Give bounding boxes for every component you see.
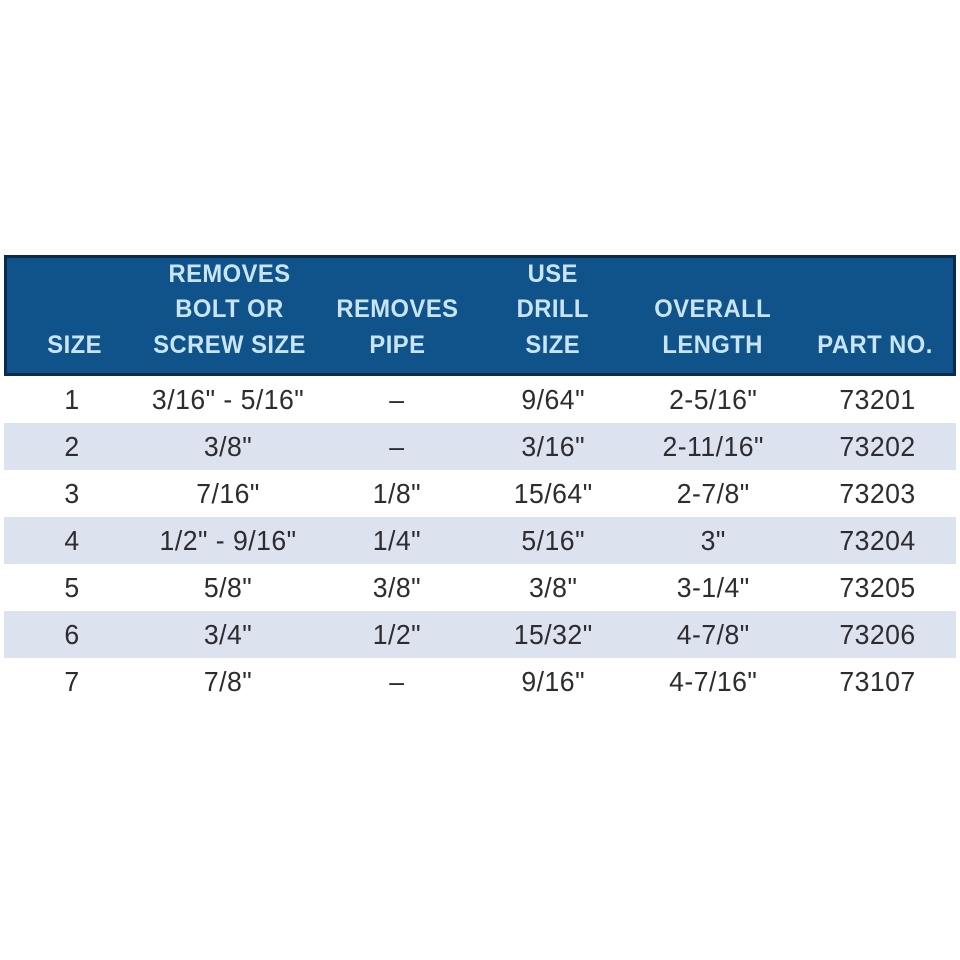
table-row: 5 5/8" 3/8" 3/8" 3-1/4" 73205 [4,564,956,611]
table-cell: 3/16" - 5/16" [152,383,305,415]
table-row: 2 3/8" – 3/16" 2-11/16" 73202 [4,423,956,470]
table-cell: 3/8" [372,571,422,603]
screw-extractor-size-table: SIZE REMOVES BOLT OR SCREW SIZE REMOVES PI… [4,255,956,705]
table-cell: 5 [64,571,80,603]
table-cell: 7/8" [204,665,253,697]
table-cell: 6 [64,618,80,650]
table-cell: 73202 [839,430,916,462]
table-cell: 73205 [839,571,916,603]
table-cell: 5/16" [521,524,586,556]
table-cell: 1/8" [372,477,422,509]
table-cell: 73204 [839,524,916,556]
table-row: 1 3/16" - 5/16" – 9/64" 2-5/16" 73201 [4,376,956,423]
table-cell: – [389,665,405,697]
table-cell: 4-7/8" [677,618,751,650]
table-cell: 4 [64,524,80,556]
table-row: 7 7/8" – 9/16" 4-7/16" 73107 [4,658,956,705]
table-cell: 3 [64,477,80,509]
table-cell: 3/8" [529,571,578,603]
table-cell: 15/64" [513,477,593,509]
table-body: 1 3/16" - 5/16" – 9/64" 2-5/16" 73201 2 3/8" – 3/… [4,376,956,705]
table-cell: 1 [64,383,80,415]
table-cell: 5/8" [204,571,253,603]
table-cell: – [389,383,405,415]
table-row: 6 3/4" 1/2" 15/32" 4-7/8" 73206 [4,611,956,658]
table-cell: 73203 [839,477,916,509]
column-header: REMOVES BOLT OR SCREW SIZE [153,259,307,359]
table-header-row: SIZE REMOVES BOLT OR SCREW SIZE REMOVES PI… [4,255,956,376]
table-cell: 2-5/16" [669,383,758,415]
column-header: USE DRILL SIZE [516,259,589,359]
column-header: PART NO. [817,330,933,359]
table-cell: 3/4" [204,618,253,650]
table-cell: 7/16" [196,477,260,509]
table-cell: 3/8" [204,430,253,462]
table-cell: 1/2" - 9/16" [159,524,297,556]
table-cell: 1/4" [372,524,422,556]
column-header: SIZE [47,330,102,359]
table-cell: 3/16" [521,430,586,462]
table-cell: 73206 [839,618,916,650]
table-cell: 9/64" [521,383,586,415]
table-cell: 9/16" [521,665,586,697]
table-cell: 2-7/8" [677,477,751,509]
table-row: 3 7/16" 1/8" 15/64" 2-7/8" 73203 [4,470,956,517]
table-cell: 73107 [839,665,916,697]
column-header: OVERALL LENGTH [653,295,771,359]
column-header: REMOVES PIPE [336,295,459,359]
table-cell: 2-11/16" [662,430,765,462]
table-row: 4 1/2" - 9/16" 1/4" 5/16" 3" 73204 [4,517,956,564]
table-cell: 3" [701,524,727,556]
table-cell: 73201 [839,383,916,415]
table-cell: 7 [64,665,80,697]
table-cell: 15/32" [513,618,593,650]
table-cell: 4-7/16" [669,665,758,697]
table-cell: 2 [64,430,80,462]
table-cell: 1/2" [372,618,422,650]
table-cell: – [389,430,405,462]
table-cell: 3-1/4" [677,571,751,603]
